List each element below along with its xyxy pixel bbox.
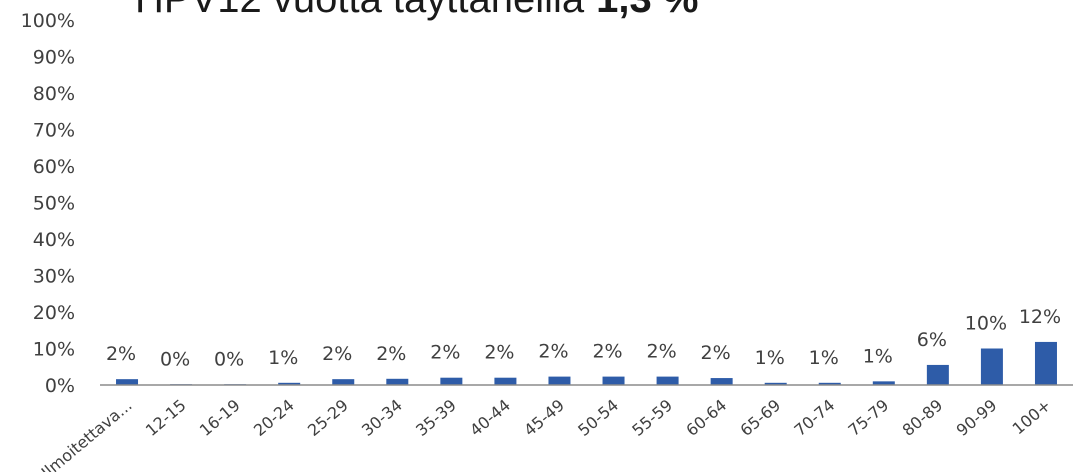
bars-group (116, 341, 1057, 385)
x-tick-label: 75-79 (845, 396, 893, 440)
x-tick-label: 70-74 (790, 396, 838, 440)
data-label: 1% (809, 347, 839, 369)
y-tick-label: 20% (33, 302, 75, 324)
bar-100+ (1034, 341, 1057, 385)
y-tick-label: 40% (33, 229, 75, 251)
data-label: 0% (214, 349, 244, 371)
x-tick-label: 16-19 (196, 396, 244, 440)
x-tick-label: 60-64 (682, 396, 730, 440)
data-label: 2% (322, 343, 352, 365)
data-label: 12% (1019, 306, 1061, 328)
bar-75-79 (872, 381, 895, 385)
x-tick-label: 35-39 (412, 396, 460, 440)
bar-65-69 (764, 382, 787, 385)
data-label: 2% (647, 341, 677, 363)
x-tick-label: 20-24 (250, 396, 298, 440)
bar-70-74 (818, 382, 841, 385)
bar-35-39 (440, 377, 463, 385)
bar-40-44 (494, 377, 517, 385)
bar-50-54 (602, 376, 625, 385)
data-labels-group: 2% 0% 0% 1% 2% 2% 2% 2% 2% 2% 2% 2% 1% 1% 1% 6% 10% 12% (106, 306, 1061, 371)
data-label: 1% (755, 347, 785, 369)
y-axis-ticks: 0% 10% 20% 30% 40% 50% 60% 70% 80% 90% 100% (21, 10, 75, 397)
data-label: 2% (106, 343, 136, 365)
x-tick-label: 90-99 (953, 396, 1001, 440)
y-tick-label: 70% (33, 120, 75, 142)
data-label: 0% (160, 349, 190, 371)
x-tick-label: 45-49 (520, 396, 568, 440)
x-tick-label: 50-54 (574, 396, 622, 440)
bar-55-59 (656, 376, 679, 385)
data-label: 1% (863, 345, 893, 367)
x-tick-label: 40-44 (466, 396, 514, 440)
x-tick-label: 30-34 (358, 396, 406, 440)
y-tick-label: 80% (33, 83, 75, 105)
x-tick-label: 80-89 (899, 396, 947, 440)
x-tick-label: 55-59 (628, 396, 676, 440)
y-tick-label: 0% (45, 375, 75, 397)
x-tick-label: 100+ (1009, 396, 1055, 439)
chart-title-main: HPV12 vuotta täyttäneillä (135, 0, 585, 21)
data-label: 2% (701, 342, 731, 364)
bar-Ilmoitettava... (116, 379, 139, 385)
data-label: 2% (484, 342, 514, 364)
x-tick-label: Ilmoitettava... (38, 396, 136, 472)
y-tick-label: 90% (33, 47, 75, 69)
data-label: 2% (592, 341, 622, 363)
y-tick-label: 100% (21, 10, 75, 32)
data-label: 10% (965, 313, 1007, 335)
chart-title: HPV12 vuotta täyttäneillä 1,3 % (135, 0, 698, 21)
chart-title-value: 1,3 % (596, 0, 698, 21)
y-tick-label: 50% (33, 193, 75, 215)
data-label: 2% (538, 341, 568, 363)
bar-25-29 (332, 379, 355, 385)
x-tick-label: 12-15 (142, 396, 190, 440)
bar-90-99 (980, 348, 1003, 385)
bar-80-89 (926, 364, 949, 385)
data-label: 2% (430, 342, 460, 364)
y-tick-label: 30% (33, 266, 75, 288)
y-tick-label: 10% (33, 339, 75, 361)
x-axis-ticks: Ilmoitettava... 12-15 16-19 20-24 25-29 30-34… (38, 396, 1055, 472)
x-tick-label: 25-29 (304, 396, 352, 440)
y-tick-label: 60% (33, 156, 75, 178)
bar-60-64 (710, 378, 733, 385)
data-label: 1% (268, 347, 298, 369)
bar-30-34 (386, 378, 409, 385)
data-label: 2% (376, 343, 406, 365)
data-label: 6% (917, 329, 947, 351)
bar-45-49 (548, 376, 571, 385)
bar-20-24 (278, 382, 301, 385)
x-tick-label: 65-69 (736, 396, 784, 440)
